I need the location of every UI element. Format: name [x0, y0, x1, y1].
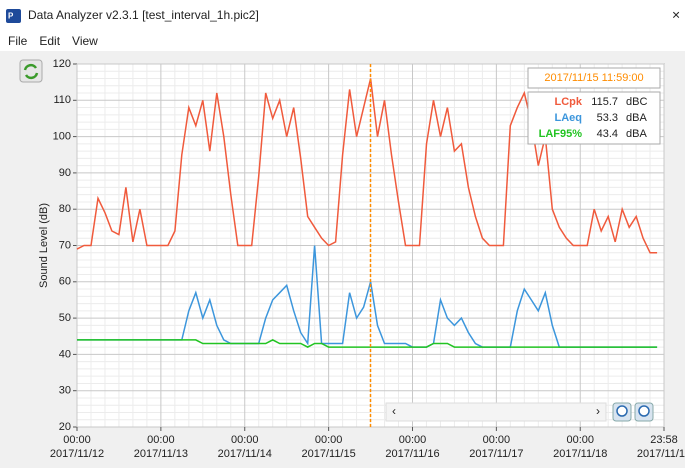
zoom-icon: [638, 405, 650, 417]
series-line: [76, 78, 658, 254]
zoom-icon: [616, 405, 628, 417]
y-tick-label: 60: [59, 276, 71, 288]
readout-unit: dBA: [626, 112, 647, 124]
y-tick-label: 20: [59, 421, 71, 433]
y-tick-label: 40: [59, 348, 71, 360]
readout-value: 53.3: [597, 112, 618, 124]
scroll-left[interactable]: ‹: [392, 404, 396, 418]
y-axis-label: Sound Level (dB): [38, 203, 50, 288]
menu-item[interactable]: View: [72, 34, 98, 48]
y-tick-label: 110: [53, 94, 71, 106]
x-tick-label: 00:00 2017/11/17: [469, 434, 523, 460]
y-tick-label: 80: [59, 203, 71, 215]
x-tick-label: 00:00 2017/11/12: [50, 434, 104, 460]
app-icon: [6, 9, 21, 23]
close-button[interactable]: ×: [672, 7, 680, 23]
readout-box: [527, 91, 661, 145]
x-tick-label: 00:00 2017/11/15: [301, 434, 355, 460]
readout-name: LAF95%: [539, 128, 583, 140]
menu-item[interactable]: Edit: [39, 34, 60, 48]
x-tick-label: 00:00 2017/11/16: [385, 434, 439, 460]
y-tick-label: 70: [59, 239, 71, 251]
x-tick-label: 00:00 2017/11/13: [134, 434, 188, 460]
series-line: [77, 339, 658, 348]
readout-value: 43.4: [597, 128, 618, 140]
app-icon-glyph: P: [8, 12, 14, 21]
readout-name: LCpk: [555, 96, 583, 108]
cursor-time: 2017/11/15 11:59:00: [544, 72, 643, 84]
cursor-time-box: [527, 67, 661, 89]
readout-value: 115.7: [591, 96, 618, 108]
y-tick-label: 50: [59, 312, 71, 324]
scroll-right[interactable]: ›: [596, 404, 600, 418]
x-tick-label: 00:00 2017/11/18: [553, 434, 607, 460]
menu-bar: File Edit View: [8, 34, 98, 48]
y-tick-label: 100: [53, 131, 71, 143]
x-tick-label: 00:00 2017/11/14: [218, 434, 272, 460]
readout-name: LAeq: [555, 112, 583, 124]
readout-unit: dBC: [626, 96, 647, 108]
y-tick-label: 120: [53, 58, 71, 70]
plot: 20 30 40 50 60 70 80 90 100 110 120 00:00 2017/11/12…: [38, 58, 685, 460]
refresh-icon: [23, 63, 39, 80]
scrollbar[interactable]: [385, 402, 607, 422]
y-tick-label: 90: [59, 167, 71, 179]
y-tick-label: 30: [59, 385, 71, 397]
readout-unit: dBA: [626, 128, 647, 140]
menu-item[interactable]: File: [8, 34, 28, 48]
window-title: Data Analyzer v2.3.1 [test_interval_1h.p…: [28, 8, 259, 22]
